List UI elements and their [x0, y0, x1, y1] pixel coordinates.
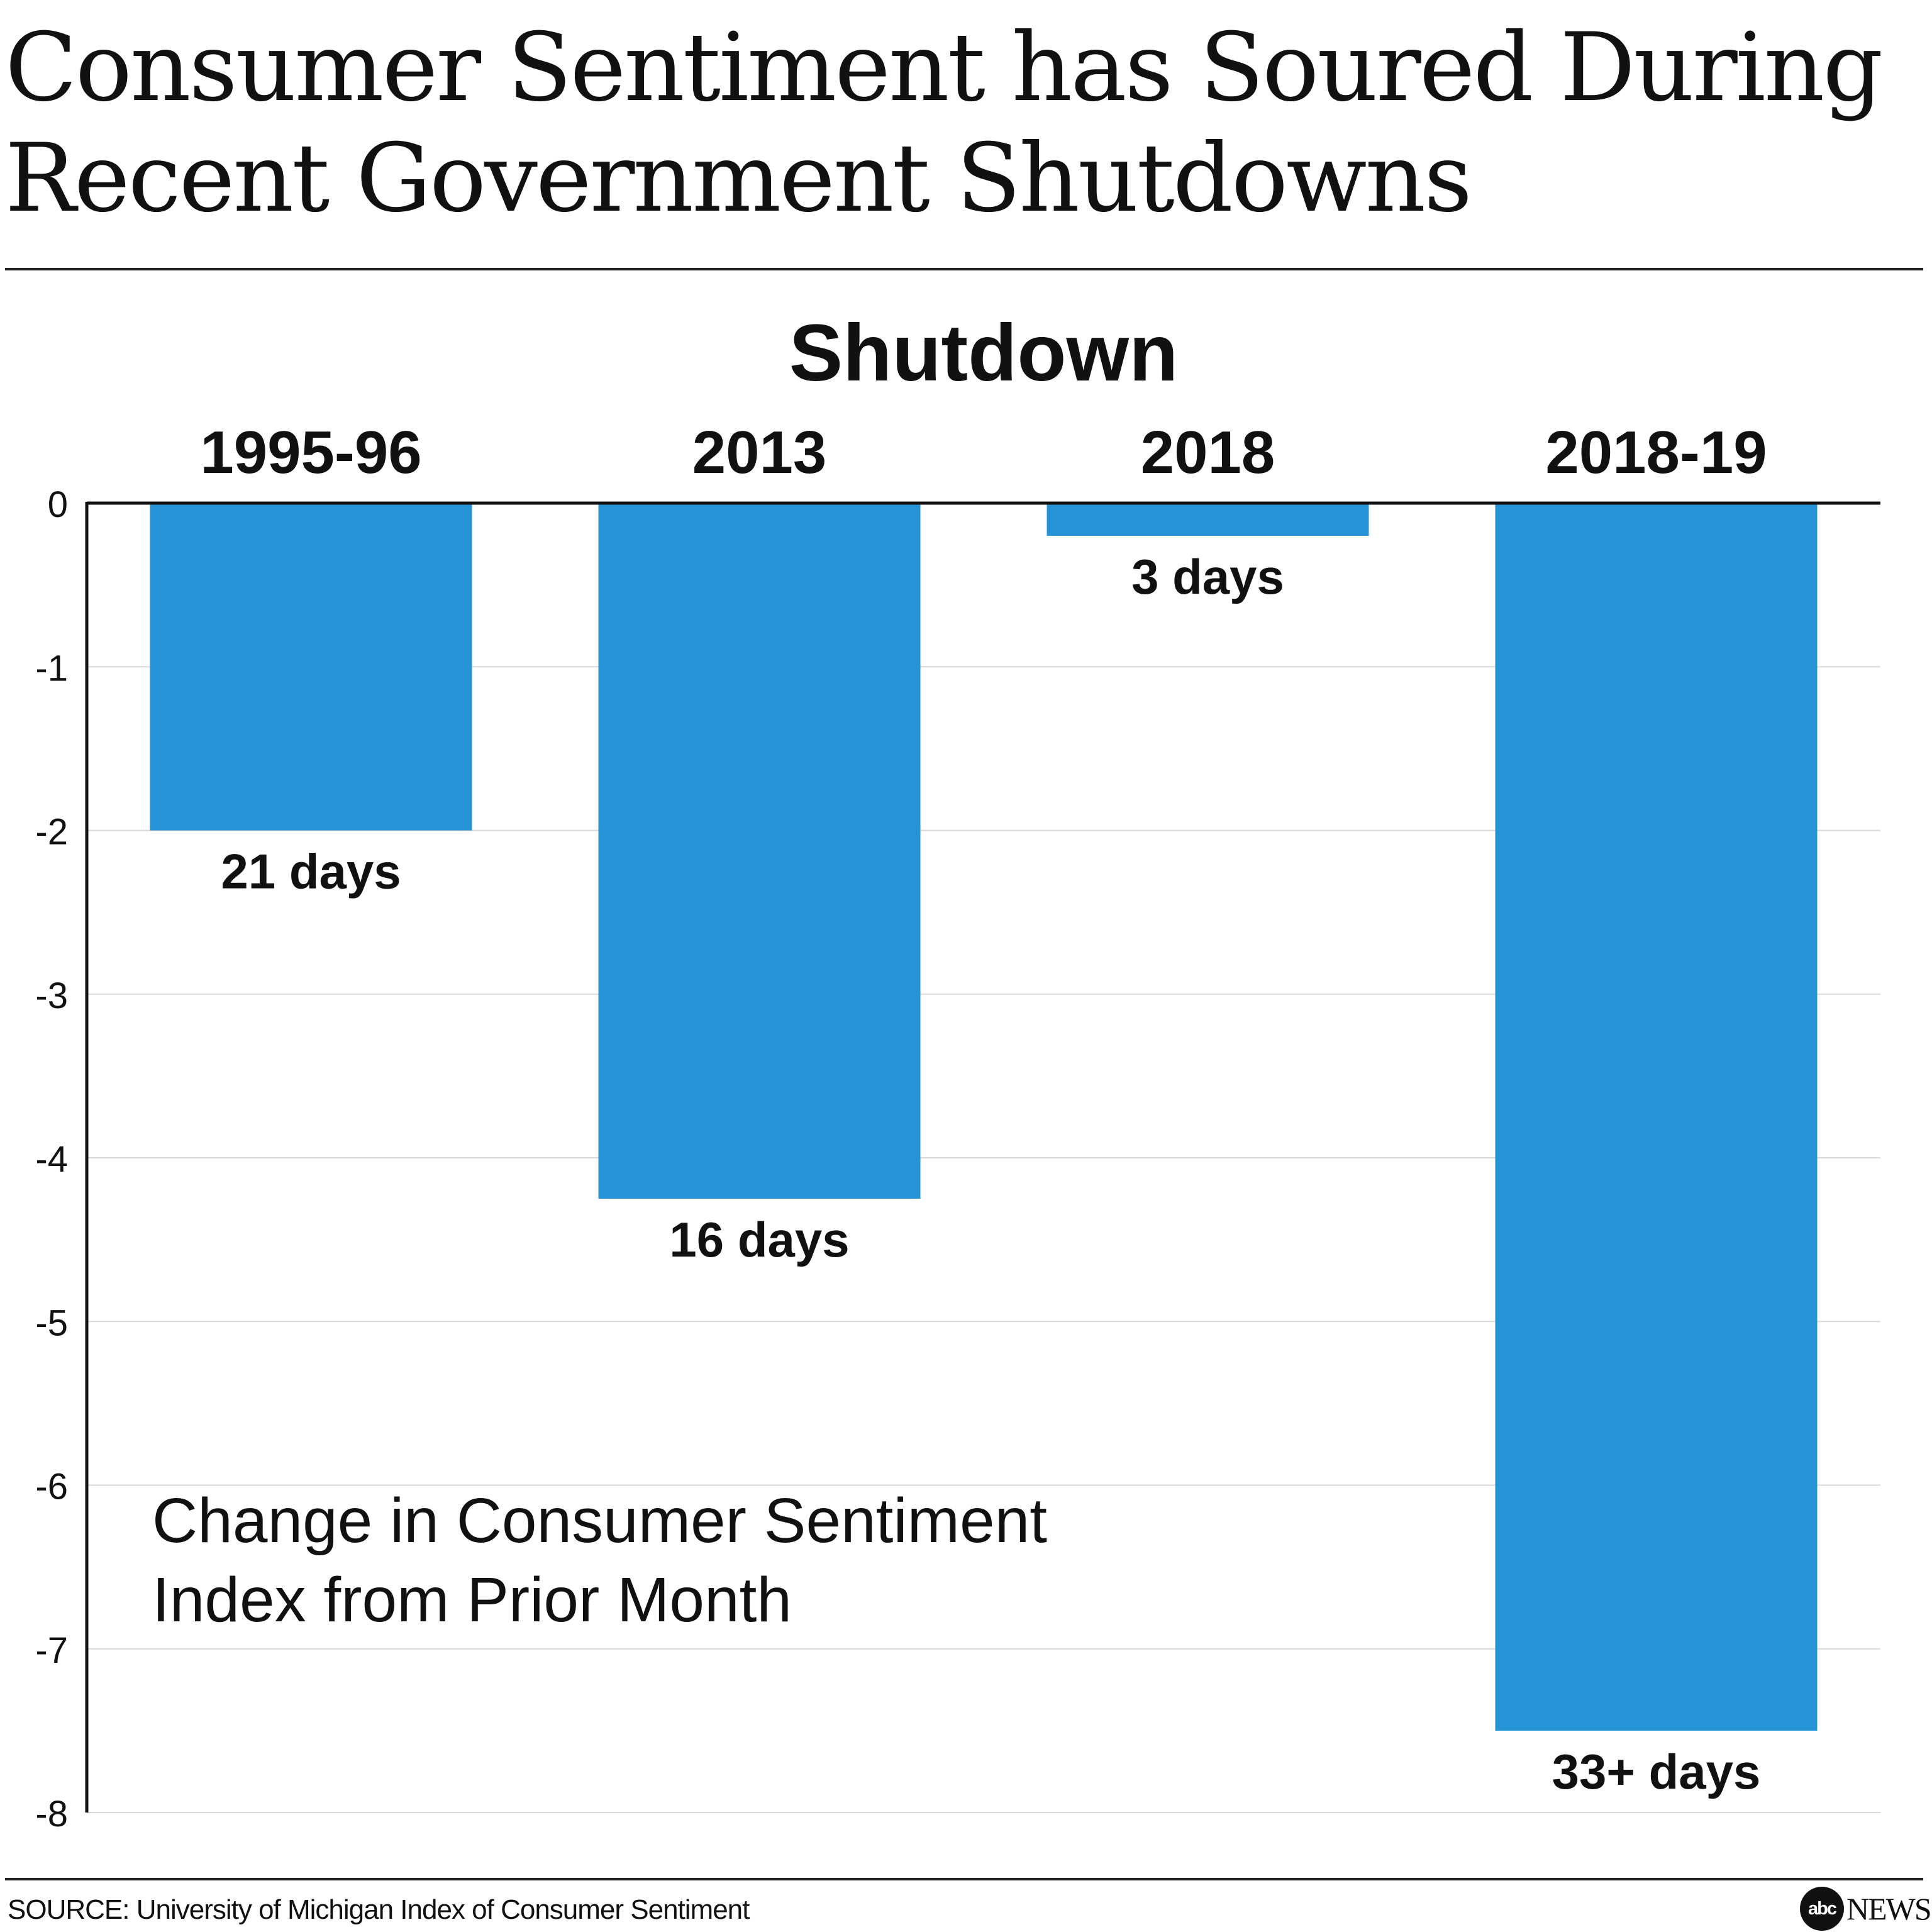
- chart-title-line-2: Recent Government Shutdowns: [5, 124, 1472, 233]
- y-tick-label: 0: [48, 484, 68, 525]
- source-note: SOURCE: University of Michigan Index of …: [8, 1894, 750, 1925]
- abc-logo-mark: abc: [1800, 1887, 1844, 1931]
- y-tick-label: -1: [35, 648, 68, 689]
- chart-annotation-line: Index from Prior Month: [152, 1565, 792, 1635]
- y-tick-label: -6: [35, 1467, 68, 1507]
- y-tick-label: -2: [35, 812, 68, 853]
- chart-title: Consumer Sentiment has Soured During Rec…: [5, 13, 1883, 234]
- title-divider: [5, 268, 1923, 270]
- bar-1995-96: [150, 503, 472, 831]
- x-category-label: 2018-19: [1545, 419, 1767, 486]
- y-tick-label: -8: [35, 1794, 68, 1835]
- bar-data-label: 33+ days: [1552, 1744, 1761, 1799]
- x-category-label: 2018: [1141, 419, 1275, 486]
- chart-annotation-line: Change in Consumer Sentiment: [152, 1485, 1047, 1556]
- bar-data-label: 16 days: [669, 1212, 849, 1267]
- bar-data-label: 21 days: [221, 844, 401, 899]
- bar-data-label: 3 days: [1131, 549, 1284, 604]
- abc-news-logo: abc NEWS: [1800, 1885, 1932, 1932]
- x-category-label: 1995-96: [200, 419, 421, 486]
- chart-title-line-1: Consumer Sentiment has Soured During: [5, 13, 1883, 123]
- y-tick-label: -3: [35, 975, 68, 1016]
- bar-2018: [1046, 503, 1369, 536]
- news-wordmark: NEWS: [1846, 1891, 1932, 1926]
- x-category-label: 2013: [692, 419, 827, 486]
- bar-2013: [598, 503, 921, 1199]
- y-tick-label: -4: [35, 1139, 68, 1180]
- bar-2018-19: [1495, 503, 1818, 1731]
- y-tick-label: -7: [35, 1630, 68, 1671]
- bar-chart: 0 -1 -2 -3 -4 -5 -6 -7 -8 Shutdown 1995-96 21 days 2…: [35, 308, 1880, 1835]
- footer-divider: [5, 1878, 1923, 1880]
- chart-subtitle: Shutdown: [789, 308, 1179, 398]
- y-tick-label: -5: [35, 1302, 68, 1343]
